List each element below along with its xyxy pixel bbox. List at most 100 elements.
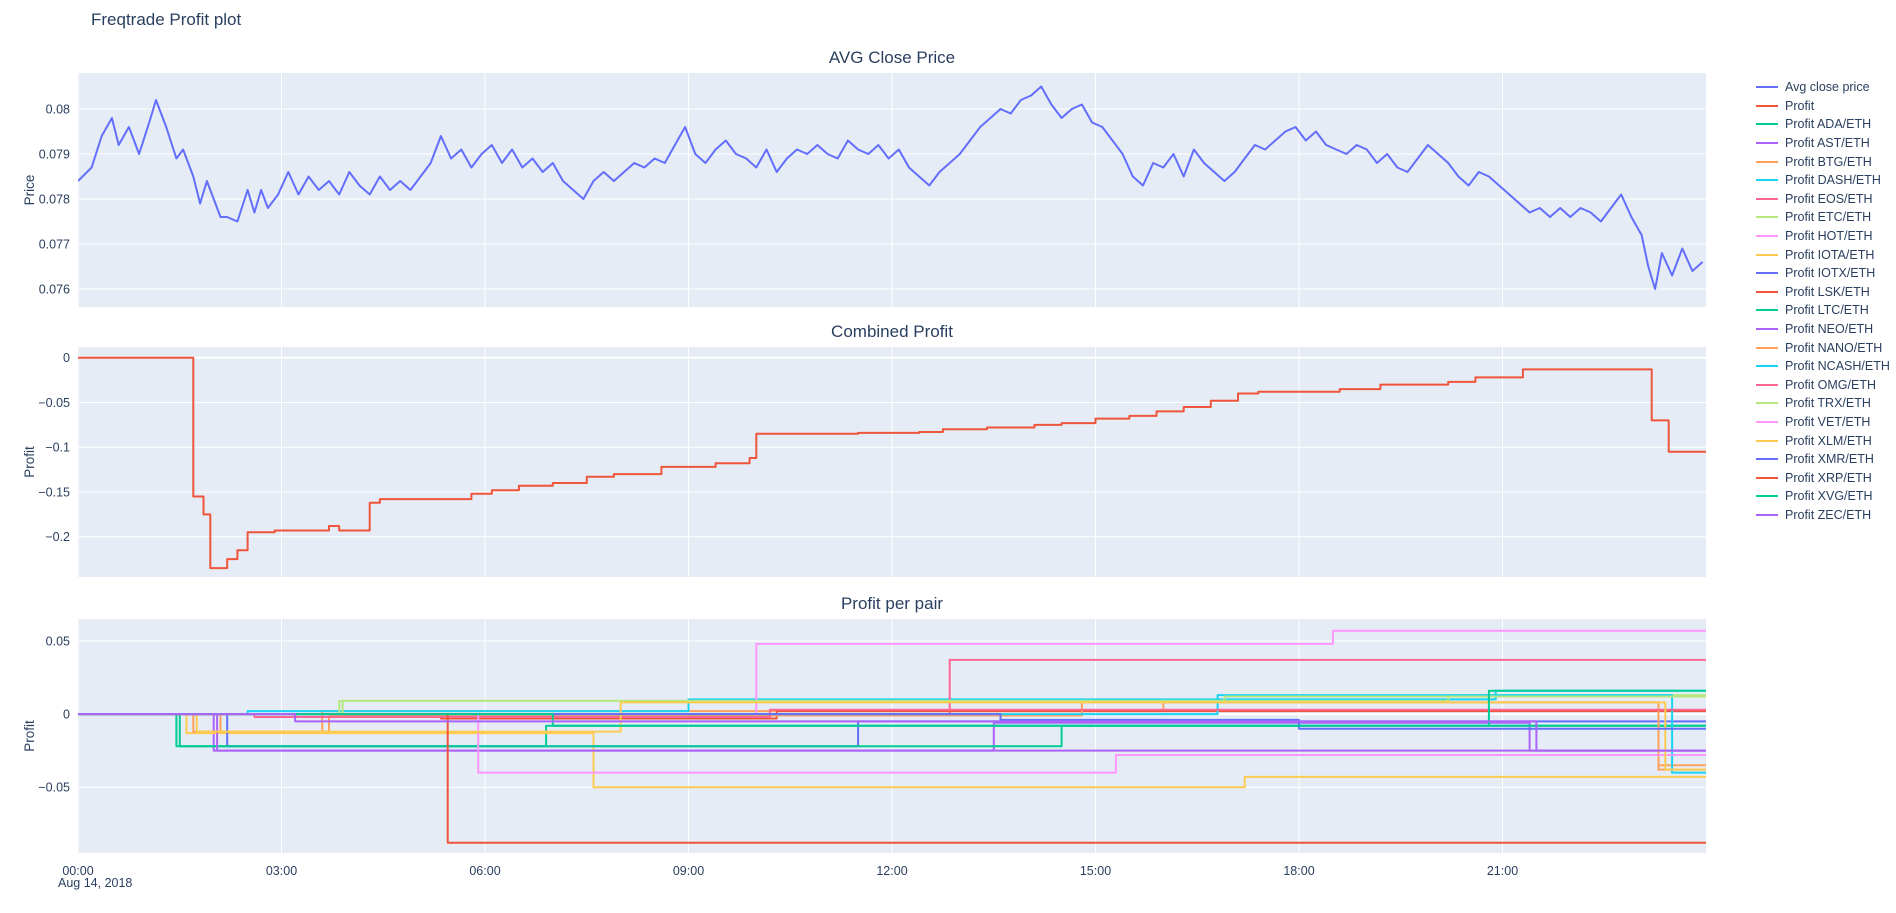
y-tick-label: 0.077 xyxy=(39,238,70,252)
legend-swatch xyxy=(1756,346,1778,349)
legend-label: Profit IOTA/ETH xyxy=(1785,247,1875,262)
legend-item-profit-hot-eth[interactable]: Profit HOT/ETH xyxy=(1756,227,1890,246)
x-axis-date-label: Aug 14, 2018 xyxy=(58,876,133,890)
series-profit-xlm-eth[interactable] xyxy=(78,701,1706,771)
y-tick-label: −0.2 xyxy=(45,530,70,544)
x-tick-label: 00:00 xyxy=(62,864,93,878)
legend-label: Profit XRP/ETH xyxy=(1785,470,1872,485)
series-profit-nano-eth[interactable] xyxy=(78,701,1706,767)
legend-label: Profit NANO/ETH xyxy=(1785,340,1883,355)
series-profit-iota-eth[interactable] xyxy=(78,713,1706,789)
legend-item-profit-iota-eth[interactable]: Profit IOTA/ETH xyxy=(1756,245,1890,264)
x-tick-label: 09:00 xyxy=(673,864,704,878)
y-tick-label: 0 xyxy=(63,708,70,722)
legend-item-profit-ast-eth[interactable]: Profit AST/ETH xyxy=(1756,134,1890,153)
legend: Avg close price Profit Profit ADA/ETH Profi… xyxy=(1756,78,1890,524)
y-axis-title: Price xyxy=(22,175,37,206)
legend-swatch xyxy=(1756,402,1778,405)
legend-label: Profit OMG/ETH xyxy=(1785,377,1876,392)
x-tick-label: 15:00 xyxy=(1080,864,1111,878)
y-tick-label: 0.079 xyxy=(39,148,70,162)
legend-swatch xyxy=(1756,104,1778,107)
legend-label: Profit HOT/ETH xyxy=(1785,229,1873,244)
chart-title-avg-close: AVG Close Price xyxy=(828,48,956,67)
legend-item-profit-eos-eth[interactable]: Profit EOS/ETH xyxy=(1756,190,1890,209)
legend-swatch xyxy=(1756,383,1778,386)
y-tick-label: −0.1 xyxy=(45,441,70,455)
x-tick-label: 03:00 xyxy=(266,864,297,878)
legend-swatch xyxy=(1756,420,1778,423)
legend-label: Avg close price xyxy=(1785,80,1870,95)
legend-label: Profit XVG/ETH xyxy=(1785,489,1873,504)
legend-item-profit-xmr-eth[interactable]: Profit XMR/ETH xyxy=(1756,450,1890,469)
legend-label: Profit ADA/ETH xyxy=(1785,117,1872,132)
x-tick-label: 21:00 xyxy=(1487,864,1518,878)
legend-item-profit-ltc-eth[interactable]: Profit LTC/ETH xyxy=(1756,301,1890,320)
y-tick-label: −0.05 xyxy=(38,781,70,795)
legend-label: Profit ZEC/ETH xyxy=(1785,507,1872,522)
y-axis-title: Profit xyxy=(22,720,37,752)
combined-profit-chart[interactable]: −0.2 −0.15 −0.1 −0.05 0 Profit xyxy=(0,347,1740,577)
avg-close-price-chart[interactable]: 0.076 0.077 0.078 0.079 0.08 Price xyxy=(0,73,1740,307)
profit-per-pair-chart[interactable]: −0.05 0 0.05 Profit 00:00 03:00 06:00 09:00 12:0… xyxy=(0,619,1740,898)
legend-swatch xyxy=(1756,123,1778,126)
y-tick-label: 0.078 xyxy=(39,193,70,207)
series-avg-close-price[interactable] xyxy=(78,85,1704,290)
legend-label: Profit LSK/ETH xyxy=(1785,284,1870,299)
legend-label: Profit EOS/ETH xyxy=(1785,191,1873,206)
legend-label: Profit DASH/ETH xyxy=(1785,173,1881,188)
y-tick-label: −0.05 xyxy=(38,396,70,410)
legend-label: Profit xyxy=(1785,98,1815,113)
legend-swatch xyxy=(1756,290,1778,293)
legend-item-profit-iotx-eth[interactable]: Profit IOTX/ETH xyxy=(1756,264,1890,283)
legend-item-profit-xlm-eth[interactable]: Profit XLM/ETH xyxy=(1756,431,1890,450)
legend-swatch xyxy=(1756,197,1778,200)
legend-item-profit-vet-eth[interactable]: Profit VET/ETH xyxy=(1756,413,1890,432)
legend-item-avg-close-price[interactable]: Avg close price xyxy=(1756,78,1890,97)
legend-swatch xyxy=(1756,458,1778,461)
legend-item-profit-btg-eth[interactable]: Profit BTG/ETH xyxy=(1756,152,1890,171)
legend-item-profit-nano-eth[interactable]: Profit NANO/ETH xyxy=(1756,338,1890,357)
legend-swatch xyxy=(1756,365,1778,368)
legend-label: Profit ETC/ETH xyxy=(1785,210,1872,225)
legend-swatch xyxy=(1756,476,1778,479)
legend-swatch xyxy=(1756,272,1778,275)
legend-item-profit-xrp-eth[interactable]: Profit XRP/ETH xyxy=(1756,468,1890,487)
legend-item-profit-omg-eth[interactable]: Profit OMG/ETH xyxy=(1756,376,1890,395)
page-title: Freqtrade Profit plot xyxy=(91,10,242,29)
legend-swatch xyxy=(1756,328,1778,331)
legend-label: Profit TRX/ETH xyxy=(1785,396,1871,411)
series-profit-ncash-eth[interactable] xyxy=(78,694,1706,774)
legend-item-profit-zec-eth[interactable]: Profit ZEC/ETH xyxy=(1756,506,1890,525)
series-profit-xmr-eth[interactable] xyxy=(78,713,1706,730)
legend-item-profit-trx-eth[interactable]: Profit TRX/ETH xyxy=(1756,394,1890,413)
x-tick-label: 12:00 xyxy=(876,864,907,878)
legend-item-profit-etc-eth[interactable]: Profit ETC/ETH xyxy=(1756,208,1890,227)
series-profit-zec-eth[interactable] xyxy=(78,713,1706,752)
legend-item-profit-ncash-eth[interactable]: Profit NCASH/ETH xyxy=(1756,357,1890,376)
y-tick-label: 0 xyxy=(63,351,70,365)
legend-label: Profit XLM/ETH xyxy=(1785,433,1872,448)
legend-swatch xyxy=(1756,179,1778,182)
legend-item-profit-dash-eth[interactable]: Profit DASH/ETH xyxy=(1756,171,1890,190)
legend-item-profit-ada-eth[interactable]: Profit ADA/ETH xyxy=(1756,115,1890,134)
legend-item-profit-xvg-eth[interactable]: Profit XVG/ETH xyxy=(1756,487,1890,506)
y-tick-label: 0.05 xyxy=(46,634,70,648)
legend-swatch xyxy=(1756,216,1778,219)
legend-swatch xyxy=(1756,235,1778,238)
legend-swatch xyxy=(1756,86,1778,89)
series-profit-xvg-eth[interactable] xyxy=(78,689,1706,727)
legend-label: Profit XMR/ETH xyxy=(1785,452,1874,467)
series-profit-ast-eth[interactable] xyxy=(78,713,1706,752)
legend-item-profit-lsk-eth[interactable]: Profit LSK/ETH xyxy=(1756,283,1890,302)
y-tick-label: 0.076 xyxy=(39,283,70,297)
legend-item-profit-neo-eth[interactable]: Profit NEO/ETH xyxy=(1756,320,1890,339)
legend-swatch xyxy=(1756,495,1778,498)
x-tick-label: 18:00 xyxy=(1283,864,1314,878)
legend-swatch xyxy=(1756,309,1778,312)
series-profit[interactable] xyxy=(78,356,1706,570)
legend-swatch xyxy=(1756,439,1778,442)
y-tick-label: −0.15 xyxy=(38,485,70,499)
legend-item-profit[interactable]: Profit xyxy=(1756,97,1890,116)
legend-label: Profit BTG/ETH xyxy=(1785,154,1872,169)
